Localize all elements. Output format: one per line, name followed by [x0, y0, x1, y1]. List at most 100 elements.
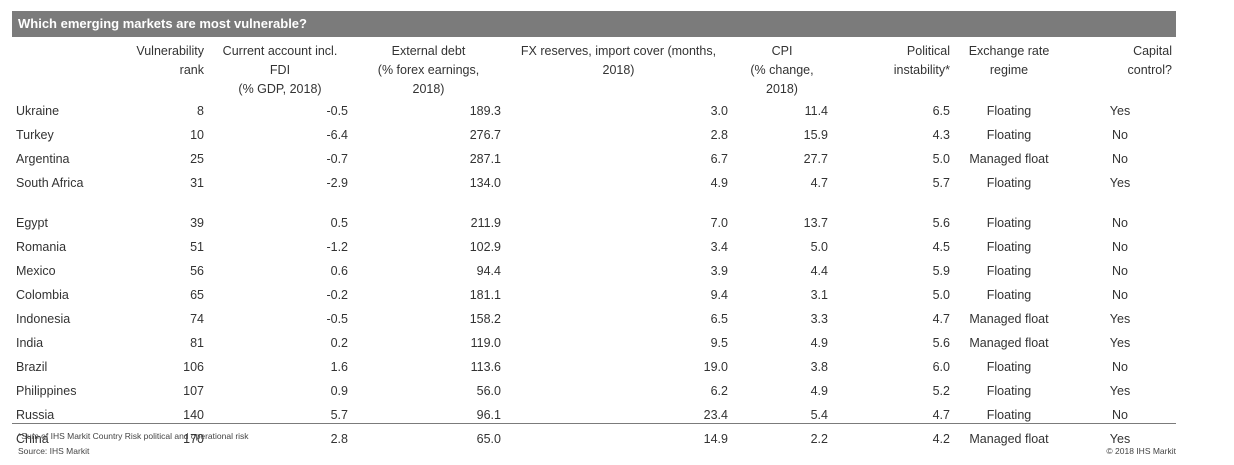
column-header-line: FX reserves, import cover (months,: [520, 44, 717, 58]
country-name: Philippines: [16, 384, 77, 398]
table-cell: 3.0: [710, 104, 728, 118]
table-cell: 4.9: [810, 384, 828, 398]
table-cell: 65.0: [476, 432, 501, 446]
table-cell: Managed float: [969, 432, 1049, 446]
source-note: Source: IHS Markit: [18, 446, 90, 456]
column-header-line: External debt: [391, 44, 466, 58]
table-cell: Floating: [986, 408, 1032, 422]
table-cell: 9.5: [710, 336, 728, 350]
table-cell: 2.8: [330, 432, 348, 446]
table-cell: 170: [183, 432, 204, 446]
table-cell: No: [1112, 360, 1128, 374]
table-cell: 56.0: [476, 384, 501, 398]
table-cell: 4.2: [932, 432, 950, 446]
table-cell: Floating: [986, 104, 1032, 118]
table-cell: Yes: [1109, 432, 1131, 446]
table-cell: 6.0: [932, 360, 950, 374]
table-cell: 39: [190, 216, 204, 230]
table-cell: Floating: [986, 240, 1032, 254]
column-header-line: FDI: [269, 63, 291, 77]
table-cell: -0.2: [326, 288, 348, 302]
table-row: Philippines 107 0.9 56.0 6.2 4.9 5.2 Floating Ye…: [12, 380, 1176, 404]
table-cell: 181.1: [469, 288, 501, 302]
country-name: South Africa: [16, 176, 84, 190]
table-cell: -0.5: [326, 104, 348, 118]
table-cell: 94.4: [476, 264, 501, 278]
table-cell: 4.3: [932, 128, 950, 142]
table-cell: 158.2: [469, 312, 501, 326]
table-cell: 113.6: [470, 360, 501, 374]
table-cell: 7.0: [710, 216, 728, 230]
table-cell: 287.1: [469, 152, 501, 166]
table-row: Mexico 56 0.6 94.4 3.9 4.4 5.9 Floating No: [12, 260, 1176, 284]
table-row: China 170 2.8 65.0 14.9 2.2 4.2 Managed float Ye…: [12, 428, 1176, 452]
header-row: Vulnerability rank Current account incl. FD…: [12, 42, 1176, 100]
table-cell: 2.8: [710, 128, 728, 142]
table-cell: 6.7: [710, 152, 728, 166]
table-cell: 3.1: [810, 288, 828, 302]
column-header-line: 2018): [602, 63, 635, 77]
column-header-line: rank: [179, 63, 204, 77]
table-cell: -0.5: [326, 312, 348, 326]
table-cell: 8: [197, 104, 204, 118]
table-cell: 276.7: [469, 128, 501, 142]
table-cell: 106: [183, 360, 204, 374]
table-cell: 4.7: [932, 408, 950, 422]
table-cell: Floating: [986, 216, 1032, 230]
column-header-line: Capital: [1133, 44, 1172, 58]
table-cell: No: [1112, 264, 1128, 278]
table-cell: No: [1112, 240, 1128, 254]
table-cell: 81: [190, 336, 204, 350]
table-cell: 96.1: [476, 408, 501, 422]
country-name: India: [16, 336, 44, 350]
table-cell: Floating: [986, 360, 1032, 374]
table-cell: Yes: [1109, 104, 1131, 118]
table-cell: 56: [190, 264, 204, 278]
table-cell: Floating: [986, 176, 1032, 190]
table-cell: Managed float: [969, 312, 1049, 326]
table-cell: Yes: [1109, 384, 1131, 398]
column-header-line: 2018): [766, 82, 798, 96]
table-cell: Floating: [986, 264, 1032, 278]
column-header-line: Political: [906, 44, 950, 58]
table-cell: 51: [190, 240, 204, 254]
table-cell: 0.5: [330, 216, 348, 230]
column-header-2: Current account incl. FDI (% GDP, 2018): [208, 42, 352, 100]
table-cell: 14.9: [703, 432, 728, 446]
table-cell: 5.7: [932, 176, 950, 190]
table-cell: 6.2: [710, 384, 728, 398]
table-cell: -1.2: [326, 240, 348, 254]
table-row: South Africa 31 -2.9 134.0 4.9 4.7 5.7 Floating…: [12, 172, 1176, 212]
vulnerability-table: Vulnerability rank Current account incl. FD…: [12, 42, 1176, 452]
table-row: Brazil 106 1.6 113.6 19.0 3.8 6.0 Floating No: [12, 356, 1176, 380]
column-header-line: (% forex earnings,: [377, 63, 480, 77]
country-name: Argentina: [16, 152, 70, 166]
country-name: Indonesia: [16, 312, 71, 326]
table-cell: 25: [190, 152, 204, 166]
table-cell: 5.4: [810, 408, 828, 422]
table-cell: 5.0: [810, 240, 828, 254]
column-header-line: Exchange rate: [968, 44, 1050, 58]
table-cell: Yes: [1109, 336, 1131, 350]
table-cell: 4.5: [932, 240, 950, 254]
table-cell: 11.4: [804, 104, 828, 118]
table-row: Indonesia 74 -0.5 158.2 6.5 3.3 4.7 Managed flo…: [12, 308, 1176, 332]
table-cell: Yes: [1109, 176, 1131, 190]
table-cell: 211.9: [470, 216, 501, 230]
country-name: Russia: [16, 408, 55, 422]
table-title: Which emerging markets are most vulnerab…: [12, 11, 1176, 37]
table-cell: No: [1112, 152, 1128, 166]
table-cell: 27.7: [803, 152, 828, 166]
table-cell: -0.7: [326, 152, 348, 166]
table-cell: 4.7: [810, 176, 828, 190]
table-cell: 3.9: [710, 264, 728, 278]
table-cell: 3.4: [710, 240, 728, 254]
country-name: China: [16, 432, 49, 446]
country-name: Ukraine: [16, 104, 60, 118]
country-name: Brazil: [16, 360, 48, 374]
country-name: Mexico: [16, 264, 56, 278]
table-cell: 31: [190, 176, 204, 190]
table-cell: 5.9: [932, 264, 950, 278]
table-cell: 140: [183, 408, 204, 422]
table-row: Turkey 10 -6.4 276.7 2.8 15.9 4.3 Floating No: [12, 124, 1176, 148]
